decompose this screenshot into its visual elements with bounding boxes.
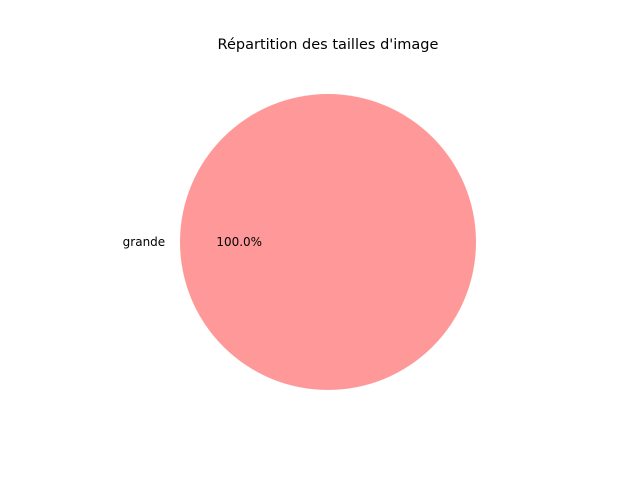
slice-label: grande	[123, 235, 166, 249]
labels-layer: grande 100.0%	[123, 235, 262, 249]
slices-layer	[180, 94, 476, 390]
chart-title: Répartition des tailles d'image	[218, 37, 439, 53]
slice-percent-label: 100.0%	[216, 235, 262, 249]
pie-slice-grande	[180, 94, 476, 390]
